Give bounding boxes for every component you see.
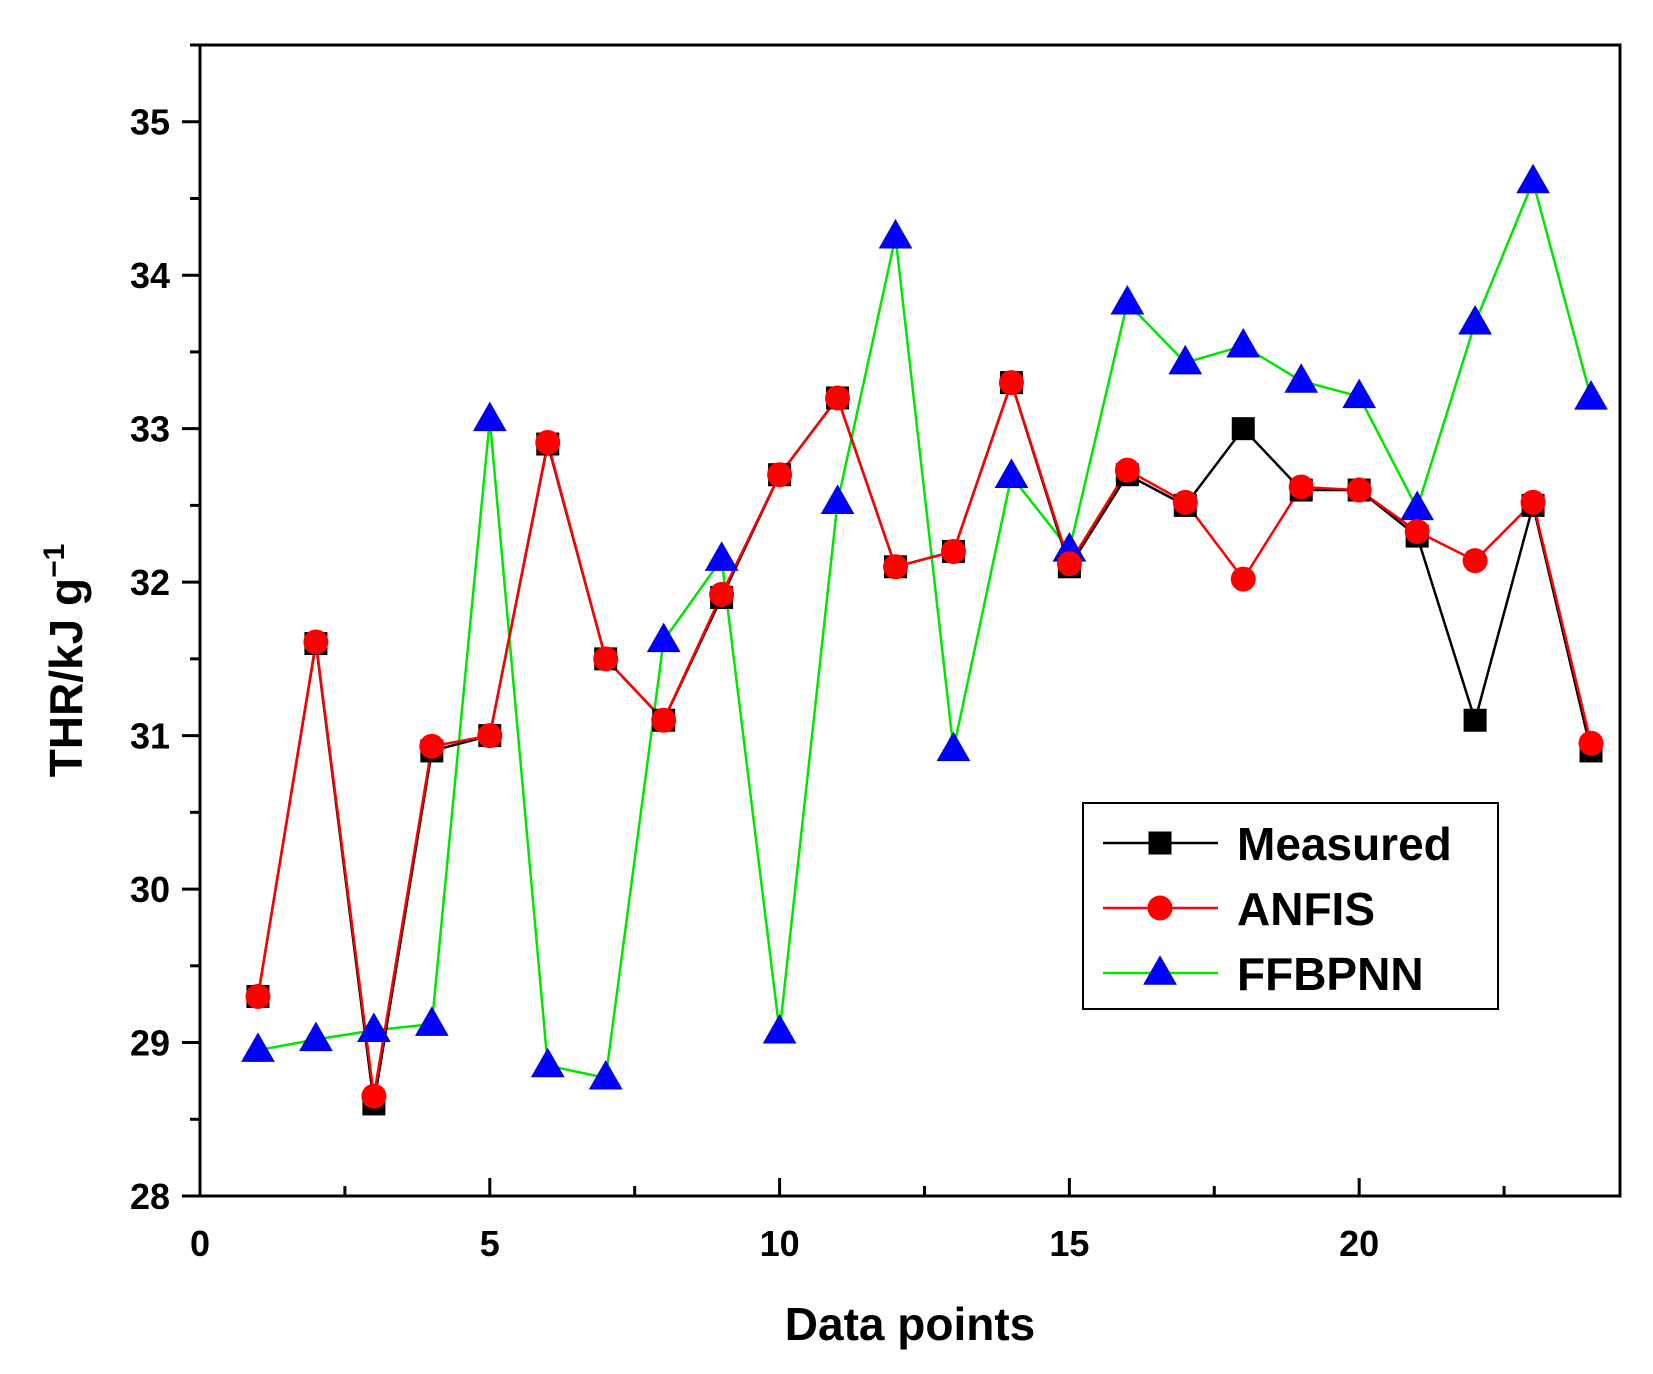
x-tick-label: 0 [190, 1223, 210, 1264]
data-point-ffbpnn [1574, 380, 1608, 410]
data-point-ffbpnn [588, 1060, 623, 1090]
data-point-ffbpnn [357, 1012, 391, 1042]
data-point-ffbpnn [936, 731, 971, 762]
y-tick-label: 32 [130, 562, 170, 603]
legend-label-anfis: ANFIS [1237, 883, 1375, 935]
series-line-ffbpnn [257, 177, 1593, 1080]
data-point-anfis [883, 554, 909, 580]
data-point-ffbpnn [472, 401, 507, 432]
data-point-anfis [1288, 474, 1314, 500]
data-point-ffbpnn [530, 1047, 565, 1078]
data-point-anfis [361, 1083, 387, 1109]
data-point-anfis [651, 707, 677, 733]
data-point-ffbpnn [1284, 363, 1319, 393]
data-point-measured [1463, 708, 1487, 732]
data-point-ffbpnn [704, 541, 739, 571]
legend-marker-anfis [1147, 895, 1173, 921]
data-point-anfis [593, 646, 619, 672]
data-point-ffbpnn [1226, 327, 1261, 358]
data-point-anfis [303, 629, 329, 655]
data-point-anfis [709, 581, 735, 607]
y-tick-label: 28 [130, 1176, 170, 1217]
data-point-ffbpnn [241, 1032, 275, 1062]
x-axis-title: Data points [785, 1298, 1035, 1350]
data-point-ffbpnn [762, 1013, 797, 1044]
data-point-ffbpnn [1110, 285, 1145, 315]
data-point-ffbpnn [1342, 378, 1377, 409]
plot-area-frame [198, 43, 1622, 1198]
data-point-anfis [940, 538, 966, 564]
data-point-ffbpnn [878, 219, 913, 249]
data-point-measured [1231, 417, 1255, 441]
x-tick-label: 15 [1049, 1223, 1089, 1264]
y-tick-label: 35 [130, 102, 170, 143]
y-axis-title: THR/kJ g−1 [38, 544, 92, 778]
data-point-anfis [825, 385, 851, 411]
y-tick-label: 34 [130, 255, 170, 296]
data-point-anfis [1114, 457, 1140, 483]
data-point-anfis [245, 983, 271, 1009]
data-point-ffbpnn [994, 458, 1029, 488]
data-point-ffbpnn [646, 622, 681, 653]
data-point-ffbpnn [414, 1006, 449, 1036]
x-tick-label: 10 [760, 1223, 800, 1264]
data-point-anfis [1404, 518, 1430, 544]
data-point-anfis [1056, 551, 1082, 577]
legend-label-ffbpnn: FFBPNN [1237, 948, 1424, 1000]
x-tick-label: 20 [1339, 1223, 1379, 1264]
data-point-anfis [1578, 730, 1604, 756]
x-tick-label: 5 [480, 1223, 500, 1264]
y-axis-title-superscript: −1 [38, 544, 71, 578]
data-point-anfis [1462, 548, 1488, 574]
data-point-anfis [535, 429, 561, 455]
legend-marker-ffbpnn [1143, 955, 1177, 985]
data-point-anfis [998, 370, 1024, 396]
data-point-anfis [1230, 566, 1256, 592]
legend-marker-measured [1148, 831, 1172, 855]
y-axis-ticks: 28 29 30 31 32 33 34 35 [130, 43, 200, 1217]
data-point-ffbpnn [820, 484, 855, 515]
data-point-anfis [1172, 489, 1198, 515]
y-tick-label: 31 [130, 716, 170, 757]
series-markers [241, 163, 1608, 1116]
data-point-ffbpnn [1516, 163, 1550, 194]
data-point-anfis [419, 733, 445, 759]
x-axis-ticks: 0 5 10 15 20 [190, 1178, 1506, 1264]
y-tick-label: 30 [130, 869, 170, 910]
data-point-anfis [1346, 477, 1372, 503]
y-axis-title-main: THR/kJ g [40, 578, 92, 777]
data-point-ffbpnn [1458, 304, 1492, 335]
legend-label-measured: Measured [1237, 818, 1452, 870]
data-point-anfis [767, 462, 793, 488]
y-tick-label: 29 [130, 1023, 170, 1064]
data-point-anfis [477, 723, 503, 749]
data-point-ffbpnn [299, 1021, 333, 1052]
data-point-anfis [1520, 489, 1546, 515]
legend: Measured ANFIS FFBPNN [1082, 802, 1499, 1010]
y-tick-label: 33 [130, 409, 170, 450]
data-point-ffbpnn [1168, 344, 1203, 375]
